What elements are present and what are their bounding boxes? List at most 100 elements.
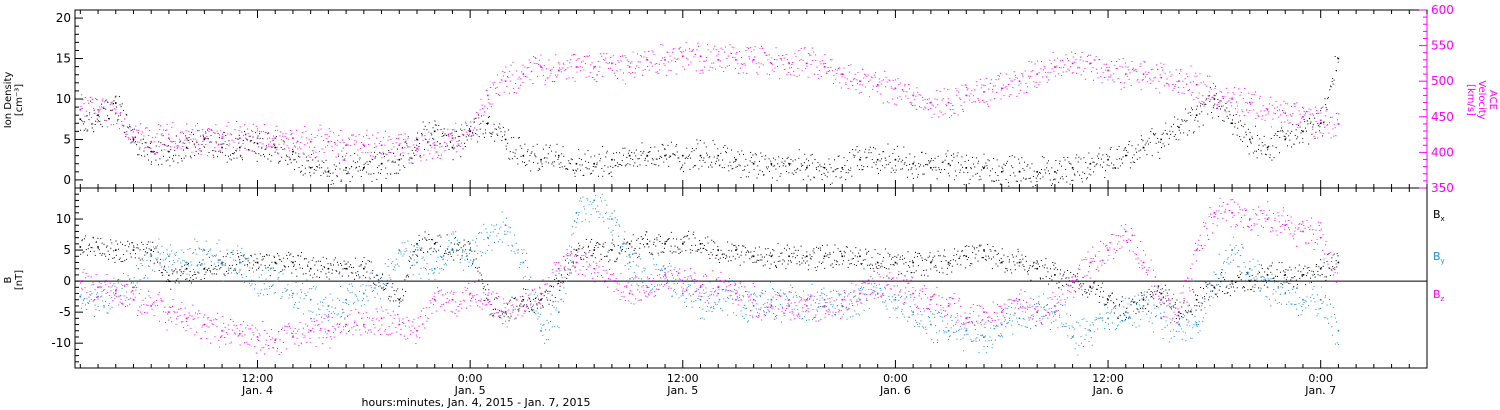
sample-dot xyxy=(150,163,152,165)
sample-dot xyxy=(275,136,277,138)
sample-dot xyxy=(694,165,696,167)
sample-dot xyxy=(325,159,327,161)
sample-dot xyxy=(1092,161,1094,163)
data-point xyxy=(1160,138,1163,141)
sample-dot xyxy=(1152,80,1154,82)
sample-dot xyxy=(261,146,263,148)
data-point xyxy=(1266,274,1269,276)
sample-dot xyxy=(336,261,338,263)
sample-dot xyxy=(1203,102,1205,104)
sample-dot xyxy=(531,70,533,72)
sample-dot xyxy=(791,63,793,65)
sample-dot xyxy=(529,61,531,63)
sample-dot xyxy=(328,128,330,130)
sample-dot xyxy=(1337,57,1339,59)
sample-dot xyxy=(1072,179,1074,181)
sample-dot xyxy=(301,136,303,138)
sample-dot xyxy=(198,272,200,274)
sample-dot xyxy=(87,248,89,250)
sample-dot xyxy=(869,146,871,148)
sample-dot xyxy=(1119,65,1121,67)
sample-dot xyxy=(958,162,960,164)
sample-dot xyxy=(1202,124,1204,126)
data-point xyxy=(487,94,489,97)
data-point xyxy=(1107,158,1109,161)
data-point xyxy=(735,59,737,61)
sample-dot xyxy=(938,255,940,257)
sample-dot xyxy=(969,265,971,267)
data-point xyxy=(681,55,684,58)
sample-dot xyxy=(499,95,501,97)
sample-dot xyxy=(795,55,797,57)
sample-dot xyxy=(737,151,739,153)
sample-dot xyxy=(790,261,792,263)
sample-dot xyxy=(172,122,174,124)
sample-dot xyxy=(991,168,993,170)
sample-dot xyxy=(268,145,270,147)
sample-dot xyxy=(288,156,290,158)
sample-dot xyxy=(509,70,511,72)
sample-dot xyxy=(1229,98,1231,100)
sample-dot xyxy=(1020,261,1022,263)
sample-dot xyxy=(1140,149,1142,151)
sample-dot xyxy=(1269,157,1271,159)
sample-dot xyxy=(915,168,917,170)
sample-dot xyxy=(576,170,578,172)
sample-dot xyxy=(318,150,320,152)
sample-dot xyxy=(585,253,587,255)
sample-dot xyxy=(809,254,811,256)
sample-dot xyxy=(184,139,186,141)
sample-dot xyxy=(748,47,750,49)
sample-dot xyxy=(715,49,717,51)
sample-dot xyxy=(105,99,107,101)
sample-dot xyxy=(896,263,898,265)
sample-dot xyxy=(739,264,741,266)
sample-dot xyxy=(277,129,279,131)
sample-dot xyxy=(544,84,546,86)
sample-dot xyxy=(161,149,163,151)
sample-dot xyxy=(681,250,683,252)
sample-dot xyxy=(104,119,106,121)
sample-dot xyxy=(743,169,745,171)
sample-dot xyxy=(436,241,438,243)
sample-dot xyxy=(1226,115,1228,117)
sample-dot xyxy=(597,246,599,248)
sample-dot xyxy=(160,272,162,274)
sample-dot xyxy=(1128,79,1130,81)
sample-dot xyxy=(155,136,157,138)
sample-dot xyxy=(853,264,855,266)
sample-dot xyxy=(829,69,831,71)
sample-dot xyxy=(272,145,274,147)
sample-dot xyxy=(289,159,291,161)
sample-dot xyxy=(546,77,548,79)
sample-dot xyxy=(208,267,210,269)
sample-dot xyxy=(559,285,561,287)
sample-dot xyxy=(432,143,434,145)
sample-dot xyxy=(333,164,335,166)
sample-dot xyxy=(602,145,604,147)
sample-dot xyxy=(893,169,895,171)
sample-dot xyxy=(500,131,502,133)
sample-dot xyxy=(1242,126,1244,128)
sample-dot xyxy=(179,268,181,270)
sample-dot xyxy=(627,64,629,66)
sample-dot xyxy=(917,176,919,178)
sample-dot xyxy=(362,143,364,145)
sample-dot xyxy=(413,144,415,146)
sample-dot xyxy=(1044,67,1046,69)
sample-dot xyxy=(781,161,783,163)
sample-dot xyxy=(643,151,645,153)
sample-dot xyxy=(743,245,745,247)
sample-dot xyxy=(306,160,308,162)
sample-dot xyxy=(1323,121,1325,123)
sample-dot xyxy=(959,171,961,173)
sample-dot xyxy=(1241,125,1243,127)
sample-dot xyxy=(1183,93,1185,95)
sample-dot xyxy=(626,59,628,61)
sample-dot xyxy=(156,152,158,154)
sample-dot xyxy=(465,123,467,125)
sample-dot xyxy=(124,260,126,262)
sample-dot xyxy=(185,278,187,280)
sample-dot xyxy=(1084,67,1086,69)
sample-dot xyxy=(274,151,276,153)
